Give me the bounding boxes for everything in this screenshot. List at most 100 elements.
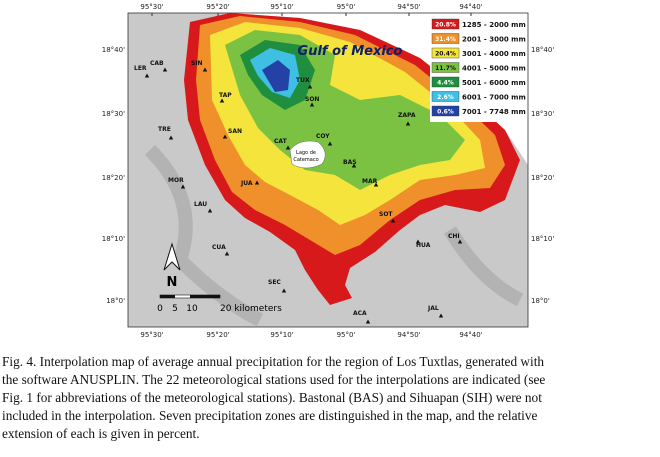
legend-items: 20.8% 1285 - 2000 mm 31.4% 2001 - 3000 mm 20… xyxy=(431,18,526,117)
station-marker xyxy=(365,319,371,324)
station-label: LAU xyxy=(194,201,207,208)
lat-label: 18°30' xyxy=(102,110,125,118)
station-label: SOT xyxy=(379,211,393,218)
lon-label: 95°0' xyxy=(337,3,356,11)
lon-label: 95°30' xyxy=(140,3,163,11)
legend-swatch xyxy=(431,18,460,30)
station-label: CUA xyxy=(212,244,226,251)
caption-line: Fig. 4. Interpolation map of average ann… xyxy=(2,354,544,369)
legend-range: 2001 - 3000 mm xyxy=(462,36,526,44)
scale-bar: 0 5 10 20 kilometers xyxy=(157,294,282,314)
station-marker xyxy=(390,218,396,223)
station-marker xyxy=(405,121,411,126)
station-label: SEC xyxy=(268,279,281,286)
station-marker xyxy=(415,239,421,244)
station-marker xyxy=(207,208,213,213)
scale-label: 20 kilometers xyxy=(220,304,282,314)
legend-swatch xyxy=(431,105,460,117)
lon-label: 94°50' xyxy=(397,331,420,339)
lon-label: 94°50' xyxy=(397,3,420,11)
caption-line: Fig. 1 for abbreviations of the meteorol… xyxy=(2,390,542,405)
station-marker xyxy=(144,73,150,78)
coordinates: 95°30' 95°30' 95°20' 95°20' 95°10' 95°10' 95°0… xyxy=(102,3,555,339)
lake xyxy=(289,140,326,169)
station-label: MAR xyxy=(362,178,378,185)
north-label: N xyxy=(167,275,178,290)
station-label: CAT xyxy=(274,138,288,145)
station-label: TAP xyxy=(219,92,232,99)
lon-label: 95°10' xyxy=(270,331,293,339)
station-label: COY xyxy=(316,133,330,140)
caption-line: included in the interpolation. Seven pre… xyxy=(2,408,538,423)
legend-percent: 31.4% xyxy=(435,36,456,43)
station-label: SIN xyxy=(191,60,203,67)
legend-percent: 4.4% xyxy=(437,80,454,87)
station-label: CAB xyxy=(150,60,164,67)
station-label: MOR xyxy=(168,177,184,184)
lat-label: 18°20' xyxy=(531,174,554,182)
lon-label: 95°10' xyxy=(270,3,293,11)
caption-line: extension of each is given in percent. xyxy=(2,426,200,441)
lat-label: 18°40' xyxy=(102,46,125,54)
station-marker xyxy=(457,239,463,244)
legend-swatch xyxy=(431,76,460,88)
lake-label: Lago de xyxy=(296,150,316,156)
lat-label: 18°10' xyxy=(531,235,554,243)
station-label: ZAPA xyxy=(398,112,416,119)
legend-percent: 2.6% xyxy=(437,94,454,101)
lon-label: 95°20' xyxy=(206,331,229,339)
lat-label: 18°10' xyxy=(102,235,125,243)
station-label: SAN xyxy=(228,128,242,135)
station-marker xyxy=(219,98,225,103)
station-label: TUX xyxy=(296,77,310,84)
station-label: BAS xyxy=(343,159,357,166)
north-arrow: N xyxy=(163,242,181,290)
scale-label: 5 xyxy=(172,304,178,314)
station-marker xyxy=(327,141,333,146)
legend-swatch xyxy=(431,91,460,102)
station-marker xyxy=(202,67,208,72)
zone-7 xyxy=(262,60,290,92)
station-label: TRE xyxy=(158,126,171,133)
station-marker xyxy=(222,134,228,139)
legend-range: 3001 - 4000 mm xyxy=(462,50,526,58)
station-marker xyxy=(285,145,291,150)
arrow xyxy=(163,242,181,271)
lat-label: 18°30' xyxy=(531,110,554,118)
scale-bar-seg xyxy=(190,295,220,298)
station-marker xyxy=(180,184,186,189)
station-marker xyxy=(281,288,287,293)
station-label: CHI xyxy=(448,233,460,240)
legend-range: 5001 - 6000 mm xyxy=(462,79,526,87)
station-label: JUA xyxy=(240,180,253,187)
station-label: JAL xyxy=(427,305,439,312)
lat-label: 18°0' xyxy=(531,297,550,305)
lat-label: 18°40' xyxy=(531,46,554,54)
lat-label: 18°0' xyxy=(106,297,125,305)
lon-label: 95°20' xyxy=(206,3,229,11)
legend-percent: 11.7% xyxy=(435,65,456,72)
station-marker xyxy=(373,182,379,187)
station-marker xyxy=(307,84,313,89)
lat-label: 18°20' xyxy=(102,174,125,182)
scale-label: 10 xyxy=(186,304,198,314)
legend-swatch xyxy=(431,62,460,73)
station-label: HUA xyxy=(416,242,431,249)
legend-percent: 20.4% xyxy=(435,51,456,58)
station-marker xyxy=(309,102,315,107)
scale-label: 0 xyxy=(157,304,163,314)
map: Lago de Catemaco Gulf of Mexico 20.8% 128… xyxy=(127,12,529,328)
scale-bar-seg xyxy=(160,295,175,298)
lon-label: 94°40' xyxy=(459,331,482,339)
lon-label: 95°30' xyxy=(140,331,163,339)
station-marker xyxy=(351,163,357,168)
station-marker xyxy=(168,135,174,140)
lon-label: 94°40' xyxy=(459,3,482,11)
legend-range: 6001 - 7000 mm xyxy=(462,94,526,102)
station-marker xyxy=(224,251,230,256)
lon-label: 95°0' xyxy=(337,331,356,339)
legend-swatch xyxy=(431,47,460,59)
legend-percent: 20.8% xyxy=(435,22,456,29)
legend-range: 7001 - 7748 mm xyxy=(462,108,526,116)
